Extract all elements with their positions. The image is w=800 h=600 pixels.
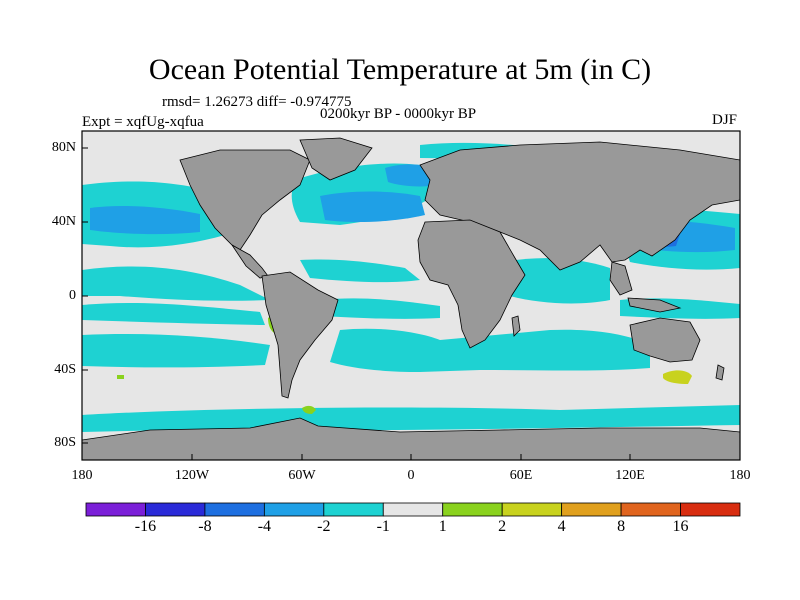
rmsd-diff-stats: rmsd= 1.26273 diff= -0.974775 [162, 94, 352, 110]
experiment-label: Expt = xqfUg-xqfua [82, 114, 204, 130]
lat-tick-80n: 80N [51, 140, 76, 155]
colorbar-label: 4 [557, 518, 566, 535]
lat-tick-40n: 40N [51, 214, 76, 229]
period-label: 0200kyr BP - 0000kyr BP [320, 106, 477, 122]
lat-tick-0: 0 [69, 288, 76, 303]
lat-tick-80s: 80S [54, 435, 76, 450]
colorbar-swatch [561, 502, 622, 517]
colorbar-label: -16 [134, 518, 157, 535]
colorbar-swatch [85, 502, 146, 517]
colorbar-label: 2 [498, 518, 507, 535]
season-label: DJF [712, 112, 738, 128]
colorbar-label: -4 [257, 518, 272, 535]
colorbar-swatch [263, 502, 325, 517]
colorbar-swatch [323, 502, 384, 517]
colorbar [85, 502, 741, 517]
lon-tick-180e: 180 [729, 468, 751, 483]
colorbar-swatch [442, 502, 503, 517]
land-masses [82, 137, 740, 460]
colorbar-swatch [382, 502, 444, 517]
lat-tick-40s: 40S [54, 362, 76, 377]
colorbar-swatch [620, 502, 681, 517]
axis-tick-marks [82, 147, 631, 460]
colorbar-label: 16 [672, 518, 689, 535]
colorbar-label: 8 [617, 518, 626, 535]
lon-tick-0: 0 [407, 468, 415, 483]
lon-tick-60e: 60E [509, 468, 533, 483]
lon-tick-180w: 180 [71, 468, 93, 483]
colorbar-swatch [680, 502, 741, 517]
colorbar-label: 1 [438, 518, 447, 535]
colorbar-label: -1 [376, 518, 390, 535]
plot-title: Ocean Potential Temperature at 5m (in C) [148, 53, 652, 86]
lon-tick-120e: 120E [615, 468, 645, 483]
lon-tick-60w: 60W [288, 468, 316, 483]
lon-tick-120w: 120W [174, 468, 210, 483]
colorbar-swatch [145, 502, 206, 517]
colorbar-swatch [501, 502, 563, 517]
colorbar-label: -2 [317, 518, 331, 535]
colorbar-label: -8 [198, 518, 212, 535]
colorbar-swatch [204, 502, 265, 517]
